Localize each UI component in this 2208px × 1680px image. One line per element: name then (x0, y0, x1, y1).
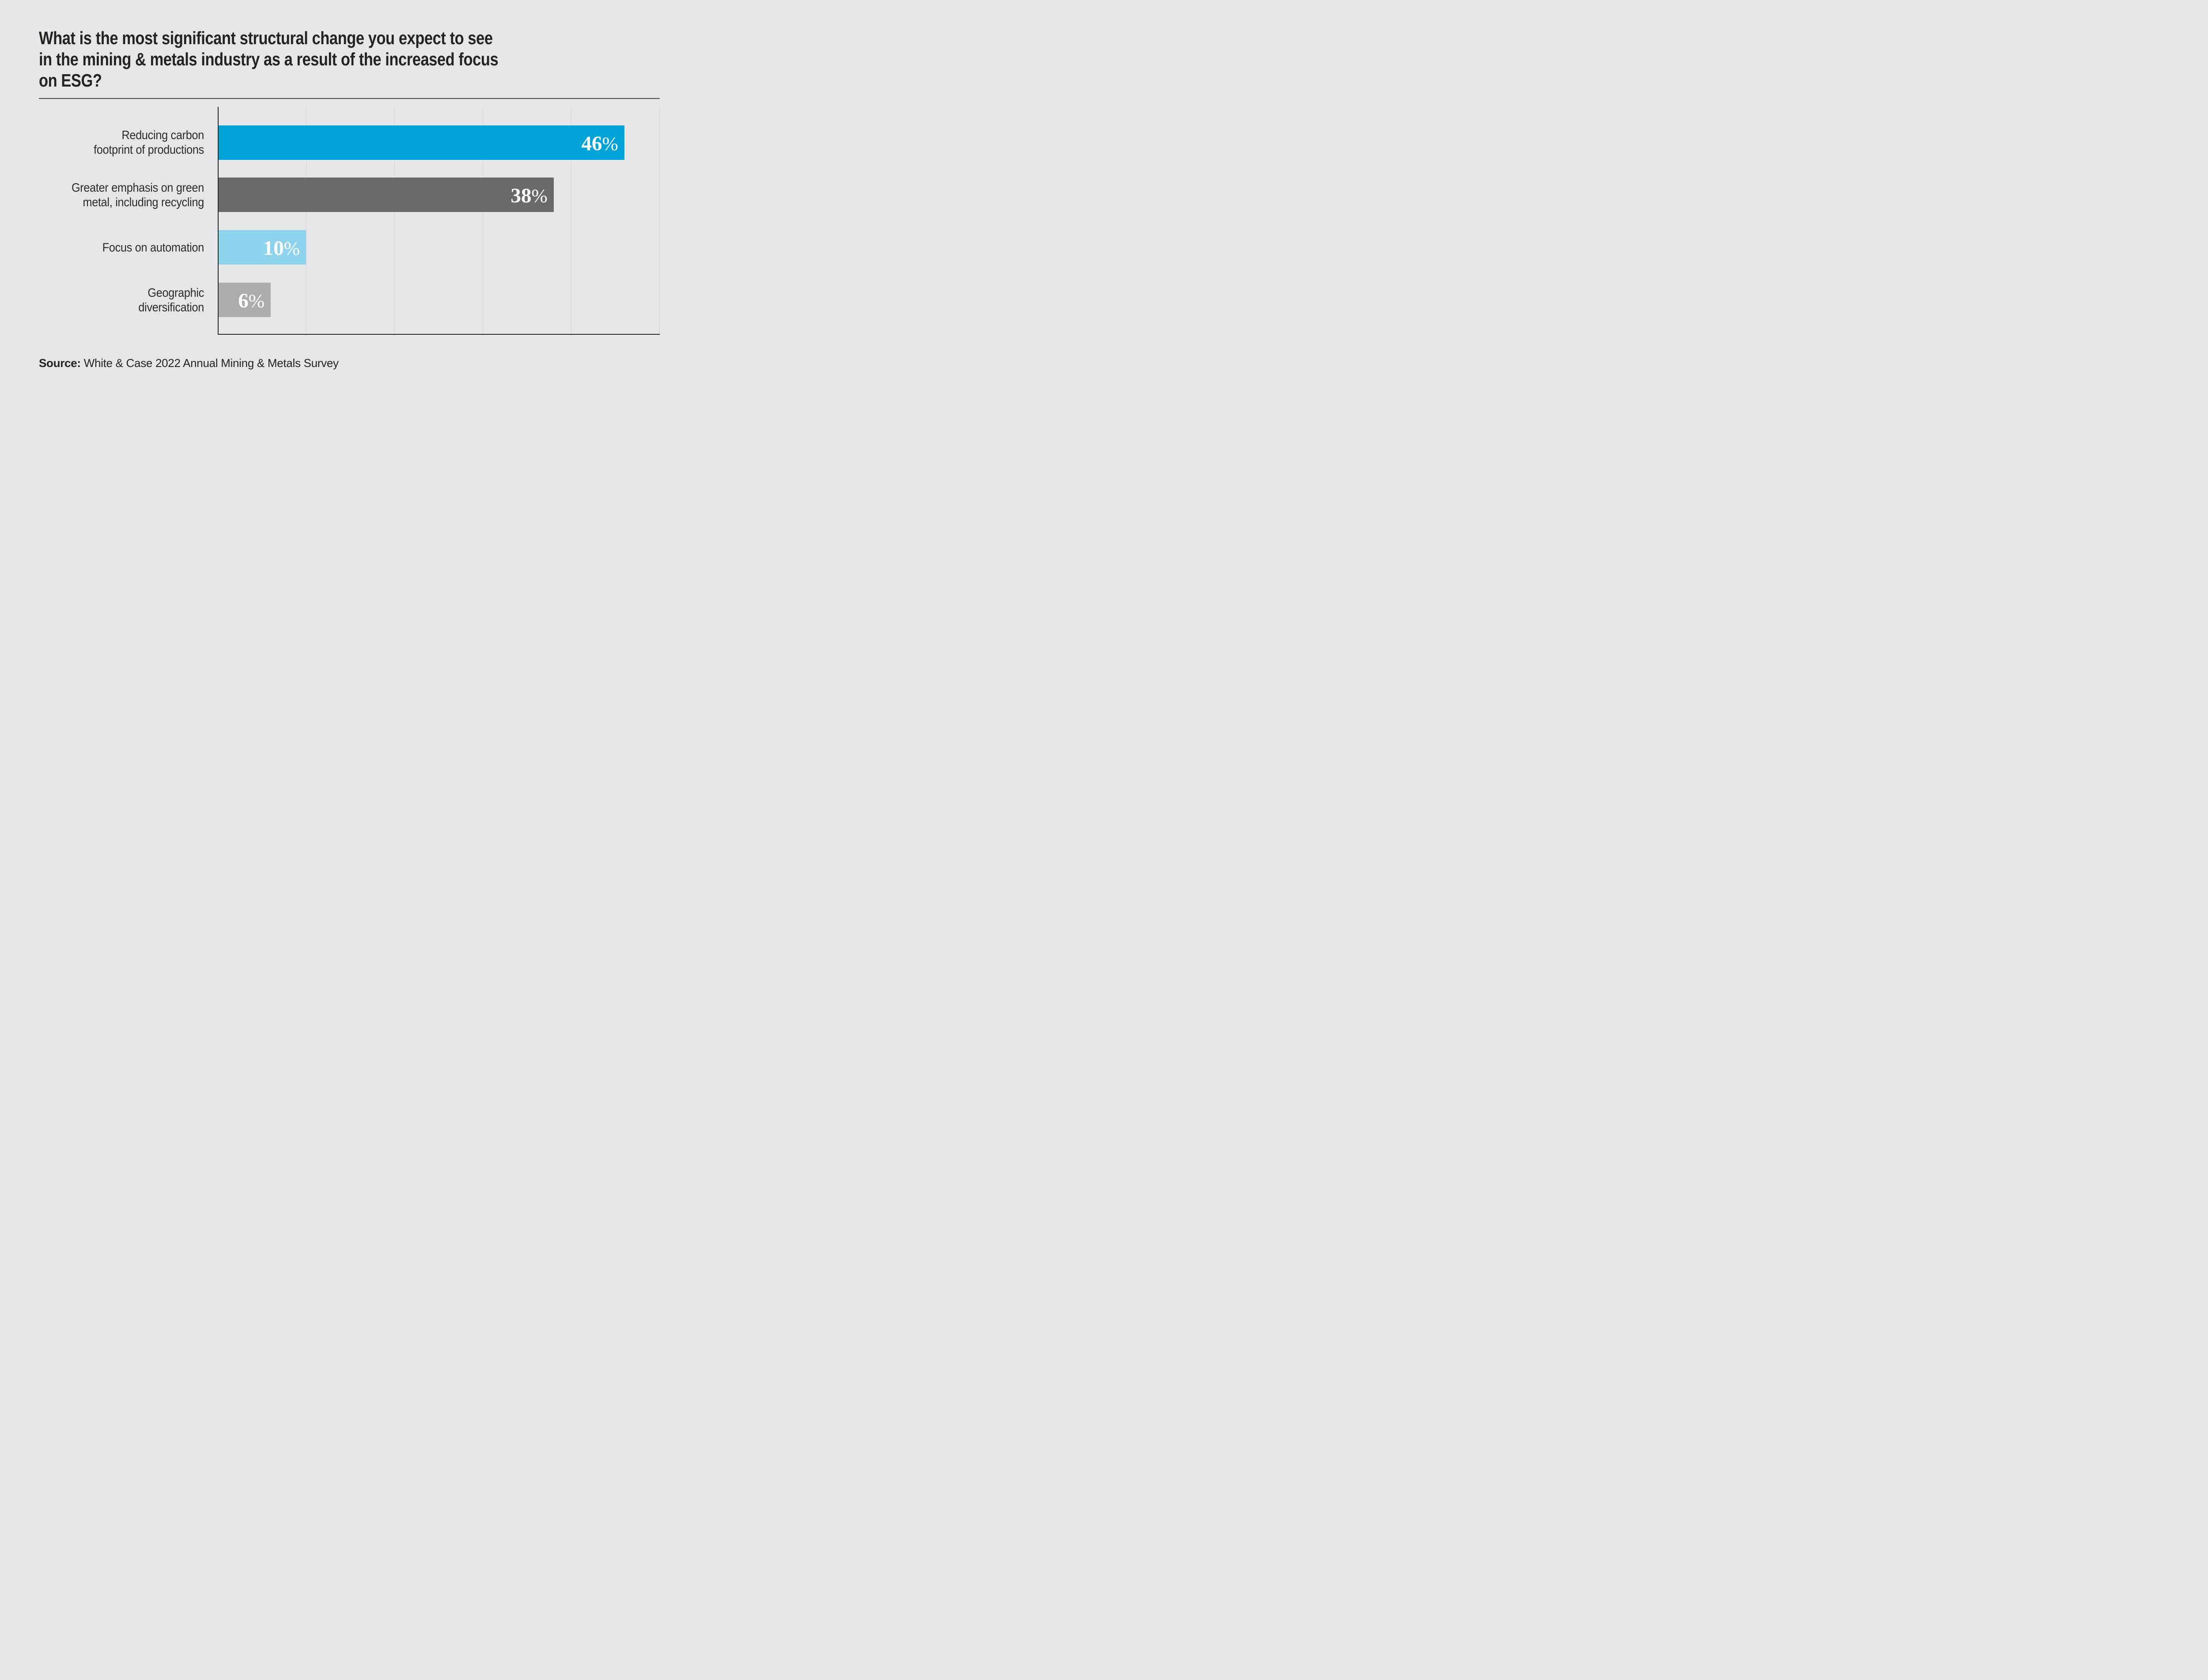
infographic-canvas: What is the most significant structural … (0, 0, 692, 395)
bar-chart-plot-area: 46% 38% 10% 6% (218, 107, 660, 337)
category-label-reducing-carbon-footprint: Reducing carbon footprint of productions (94, 128, 204, 156)
bar-value-label: 6% (238, 289, 265, 312)
bar-value-label: 10% (263, 237, 300, 260)
gridline-20pct (394, 107, 395, 337)
category-label-focus-on-automation: Focus on automation (102, 240, 204, 254)
bar-geographic-diversification: 6% (219, 283, 271, 317)
category-label-green-metal-recycling: Greater emphasis on green metal, includi… (71, 181, 204, 209)
bar-value-label: 38% (510, 184, 548, 207)
y-axis-line (218, 107, 219, 335)
chart-title: What is the most significant structural … (39, 28, 499, 91)
bar-focus-on-automation: 10% (219, 230, 306, 265)
x-axis-baseline (218, 334, 660, 335)
bar-green-metal-recycling: 38% (219, 178, 554, 212)
source-credit: Source: White & Case 2022 Annual Mining &… (39, 356, 339, 371)
gridline-50pct (659, 107, 660, 337)
title-divider-line (39, 98, 660, 99)
bar-value-label: 46% (581, 132, 618, 155)
bar-reducing-carbon-footprint: 46% (219, 125, 624, 160)
category-label-geographic-diversification: Geographic diversification (138, 286, 204, 314)
source-label: Source: (39, 356, 81, 370)
source-text: White & Case 2022 Annual Mining & Metals… (83, 356, 339, 370)
